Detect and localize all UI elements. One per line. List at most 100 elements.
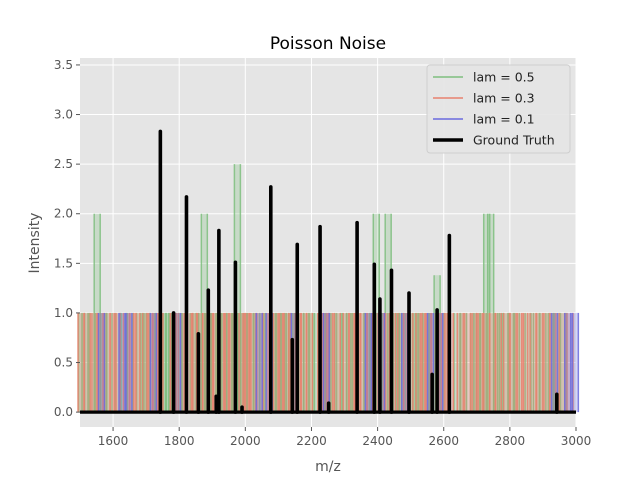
noise-bar [385,213,392,413]
noise-bar [239,312,246,413]
noise-bar [365,312,372,413]
chart-title: Poisson Noise [270,34,386,54]
noise-bar [543,312,550,413]
noise-bar [367,312,374,413]
noise-bar [96,312,103,413]
noise-bar [262,312,269,413]
noise-bar [174,312,181,413]
noise-bar [278,312,285,413]
noise-bar [202,312,209,413]
noise-bar [191,312,198,413]
noise-bar [234,164,241,413]
x-axis-ticks: 1600 1800 2000 2200 2400 2600 2800 3000 [98,427,591,448]
noise-bar [176,312,183,413]
legend-label: lam = 0.1 [473,112,535,127]
y-tick-label: 0.0 [54,405,73,419]
legend-label: Ground Truth [473,133,555,148]
noise-bar [559,312,566,413]
noise-bar [201,213,208,413]
noise-bar [150,312,157,413]
noise-bar [436,312,443,413]
x-tick-label: 2200 [296,434,327,448]
noise-bar [308,312,315,413]
noise-bar [495,312,502,413]
noise-bar [84,312,91,413]
y-tick-label: 1.0 [54,306,73,320]
noise-bar [115,312,122,413]
noise-bar [212,312,219,413]
noise-bar [510,312,517,413]
legend-label: lam = 0.5 [473,70,535,85]
noise-bar [242,312,249,413]
noise-bar [415,312,422,413]
noise-bar [244,312,251,413]
noise-bar [192,312,199,413]
y-tick-label: 2.5 [54,157,73,171]
y-tick-label: 1.5 [54,256,73,270]
noise-bar [106,312,113,413]
noise-bar [457,312,464,413]
noise-bar [104,312,111,413]
noise-bar [560,312,567,413]
y-axis-label: Intensity [27,213,43,274]
noise-bar [427,312,434,413]
noise-bar [110,312,117,413]
noise-bar [487,213,494,413]
noise-bar [223,312,230,413]
noise-bar [549,312,556,413]
y-tick-label: 0.5 [54,356,73,370]
noise-bar [323,312,330,413]
noise-bar [517,312,524,413]
series-3 [80,129,576,414]
noise-bar [322,312,329,413]
noise-bar [530,312,537,413]
noise-bar [282,312,289,413]
x-tick-label: 2800 [495,434,526,448]
data-bars [77,129,580,414]
noise-bar [572,312,579,413]
noise-bar [476,312,483,413]
noise-bar [508,312,515,413]
noise-bar [343,312,350,413]
x-tick-label: 1600 [98,434,129,448]
noise-bar [431,312,438,413]
noise-bar [219,312,226,413]
noise-bar [493,312,500,413]
noise-bar [306,312,313,413]
noise-bar [300,312,307,413]
noise-bar [483,213,490,413]
noise-bar [401,312,408,413]
y-tick-label: 3.0 [54,108,73,122]
noise-bar [98,312,105,413]
noise-bar [125,312,132,413]
noise-bar [152,312,159,413]
noise-bar [536,312,543,413]
noise-bar [118,312,125,413]
noise-bar [464,312,471,413]
noise-bar [129,312,136,413]
noise-bar [256,312,263,413]
y-tick-label: 2.0 [54,207,73,221]
noise-bar [383,312,390,413]
noise-bar [501,312,508,413]
noise-bar [348,312,355,413]
noise-bar [284,312,291,413]
noise-bar [207,312,214,413]
noise-bar [483,312,490,413]
x-tick-label: 2600 [428,434,459,448]
noise-bar [397,312,404,413]
noise-bar [564,312,571,413]
noise-bar [249,312,256,413]
x-tick-label: 2000 [230,434,261,448]
noise-bar [429,312,436,413]
x-tick-label: 3000 [561,434,592,448]
x-axis-label: m/z [315,459,341,475]
noise-bar [228,312,235,413]
noise-bar [291,312,298,413]
noise-bar [114,312,121,413]
noise-bar [551,312,558,413]
x-tick-label: 1800 [164,434,195,448]
noise-bar [273,312,280,413]
noise-bar [77,312,84,413]
